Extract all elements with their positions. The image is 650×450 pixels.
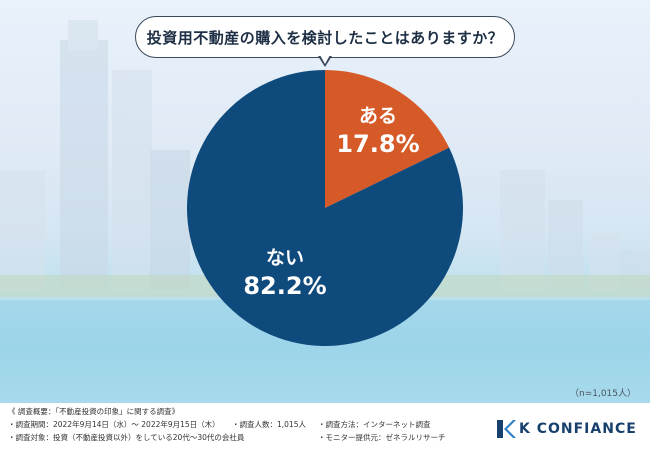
pie-slice-yes — [325, 70, 450, 208]
pie-chart: ある 17.8% ない 82.2% — [187, 70, 464, 346]
survey-period: ・調査期間：2022年9月14日（水）～ 2022年9月15日（木） — [8, 420, 220, 429]
logo-text: K CONFIANCE — [519, 421, 637, 437]
survey-heading: 《 調査概要：「不動産投資の印象」に関する調査》 — [8, 407, 180, 416]
slice-value-no: 82.2% — [243, 272, 326, 300]
slice-label-yes: ある — [359, 105, 397, 127]
bubble-tail-inner — [320, 55, 330, 64]
company-logo: K CONFIANCE — [495, 418, 637, 440]
chart-panel: ある 17.8% ない 82.2% 投資用不動産の購入を検討したことはありますか？ （… — [0, 0, 650, 403]
k-logo-icon — [497, 420, 516, 438]
survey-footer: 《 調査概要：「不動産投資の印象」に関する調査》 ・調査期間：2022年9月14… — [0, 403, 650, 450]
survey-provider: ・モニター提供元：ゼネラルリサーチ — [318, 433, 446, 442]
question-bubble: 投資用不動産の購入を検討したことはありますか？ — [135, 16, 515, 58]
slice-value-yes: 17.8% — [336, 130, 419, 158]
slice-label-no: ない — [266, 247, 304, 269]
survey-target: ・調査対象：投資（不動産投資以外）をしている20代～30代の会社員 — [8, 433, 245, 442]
sample-size-note: （n=1,015人） — [569, 389, 636, 399]
survey-method: ・調査方法：インターネット調査 — [318, 420, 431, 429]
pie-slice-no — [187, 70, 464, 346]
question-text: 投資用不動産の購入を検討したことはありますか？ — [146, 28, 504, 47]
survey-count: ・調査人数：1,015人 — [232, 420, 306, 429]
city-background — [0, 20, 650, 403]
